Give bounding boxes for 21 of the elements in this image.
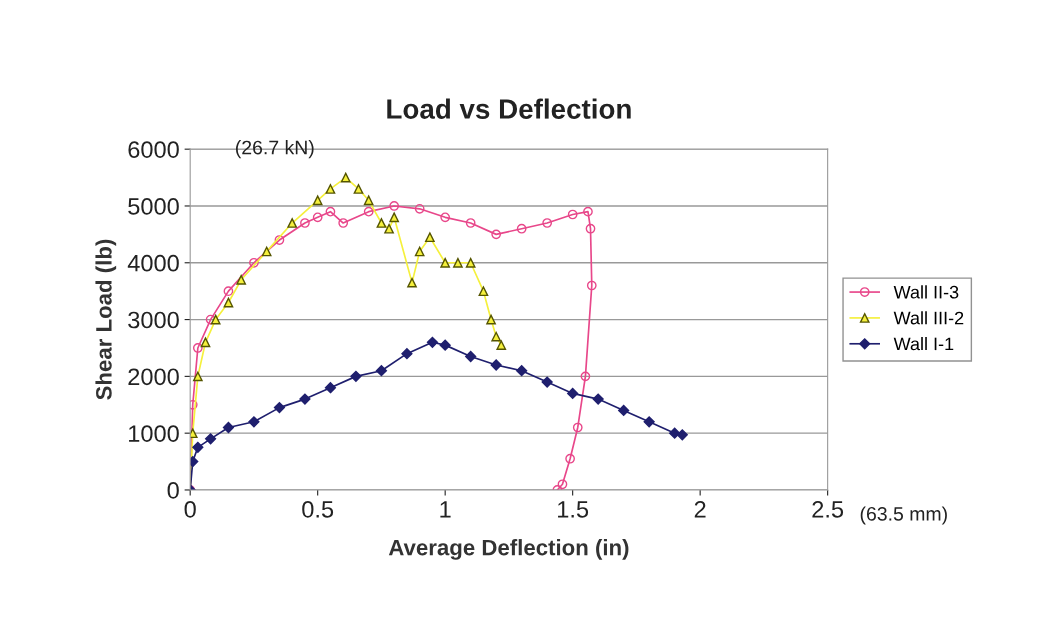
y-tick-label: 0 bbox=[167, 482, 179, 499]
y-tick-label: 2000 bbox=[128, 368, 179, 386]
y-tick-label: 4000 bbox=[127, 254, 179, 272]
y-tick-label: 1000 bbox=[129, 425, 179, 442]
chart-title: Load vs Deflection bbox=[387, 98, 631, 119]
x-tick-label: 0 bbox=[184, 501, 196, 518]
x-tick-label: 2 bbox=[694, 501, 706, 518]
legend-label: Wall III-2 bbox=[893, 311, 964, 325]
text: (63.5 mm) bbox=[860, 506, 947, 525]
y-tick-label: 3000 bbox=[128, 311, 179, 329]
legend-label: Wall I-1 bbox=[893, 337, 954, 351]
x-tick-label: 2.5 bbox=[812, 501, 844, 518]
annotation: (26.7 kN) bbox=[236, 140, 314, 159]
legend-label: Wall II-3 bbox=[893, 285, 959, 299]
x-tick-label: 0.5 bbox=[302, 501, 334, 518]
y-tick-label: 5000 bbox=[128, 198, 179, 215]
x-tick-label: 1.5 bbox=[558, 501, 589, 518]
x-tick-label: 1 bbox=[440, 501, 451, 518]
x-axis-title: Average Deflection (in) bbox=[388, 539, 629, 560]
y-tick-label: 6000 bbox=[128, 141, 179, 158]
y-axis-title: Shear Load (lb) bbox=[95, 239, 117, 400]
